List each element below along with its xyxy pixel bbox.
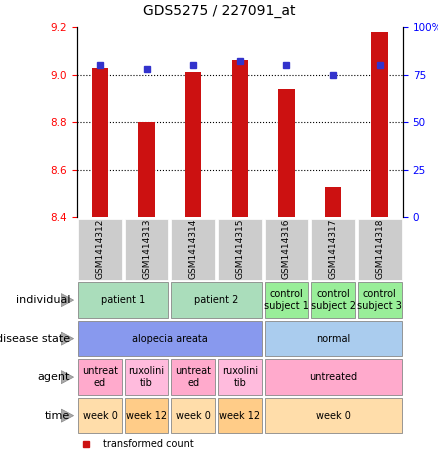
Bar [278, 89, 295, 217]
Bar [78, 321, 262, 357]
Text: normal: normal [316, 333, 350, 344]
Bar [92, 67, 108, 217]
Bar [311, 219, 355, 280]
Bar [218, 359, 262, 395]
Text: control
subject 1: control subject 1 [264, 289, 309, 311]
Text: patient 1: patient 1 [101, 295, 145, 305]
Text: time: time [45, 410, 70, 421]
Polygon shape [61, 332, 74, 345]
Text: individual: individual [16, 295, 70, 305]
Text: GSM1414313: GSM1414313 [142, 219, 151, 280]
Bar [325, 187, 341, 217]
Text: GDS5275 / 227091_at: GDS5275 / 227091_at [143, 4, 295, 18]
Text: GSM1414318: GSM1414318 [375, 219, 384, 280]
Text: control
subject 3: control subject 3 [357, 289, 402, 311]
Text: ruxolini
tib: ruxolini tib [128, 366, 165, 388]
Bar [171, 282, 262, 318]
Bar [78, 359, 122, 395]
Text: GSM1414317: GSM1414317 [328, 219, 338, 280]
Text: alopecia areata: alopecia areata [132, 333, 208, 344]
Bar [232, 61, 248, 217]
Text: GSM1414316: GSM1414316 [282, 219, 291, 280]
Bar [78, 219, 122, 280]
Text: control
subject 2: control subject 2 [311, 289, 356, 311]
Text: transformed count: transformed count [103, 439, 194, 449]
Text: disease state: disease state [0, 333, 70, 344]
Bar [125, 398, 169, 434]
Text: week 12: week 12 [126, 410, 167, 421]
Bar [265, 398, 402, 434]
Text: patient 2: patient 2 [194, 295, 239, 305]
Bar [265, 282, 308, 318]
Text: untreated: untreated [309, 372, 357, 382]
Bar [371, 32, 388, 217]
Bar [358, 282, 402, 318]
Bar [171, 219, 215, 280]
Bar [125, 359, 169, 395]
Text: GSM1414314: GSM1414314 [189, 219, 198, 280]
Text: week 0: week 0 [316, 410, 350, 421]
Text: GSM1414315: GSM1414315 [235, 219, 244, 280]
Bar [218, 219, 262, 280]
Bar [185, 72, 201, 217]
Bar [171, 398, 215, 434]
Text: agent: agent [38, 372, 70, 382]
Bar [265, 359, 402, 395]
Text: ruxolini
tib: ruxolini tib [222, 366, 258, 388]
Bar [78, 282, 169, 318]
Text: week 12: week 12 [219, 410, 260, 421]
Bar [265, 321, 402, 357]
Polygon shape [61, 409, 74, 422]
Polygon shape [61, 371, 74, 384]
Bar [125, 219, 169, 280]
Bar [358, 219, 402, 280]
Text: untreat
ed: untreat ed [82, 366, 118, 388]
Bar [311, 282, 355, 318]
Bar [218, 398, 262, 434]
Text: untreat
ed: untreat ed [175, 366, 211, 388]
Text: week 0: week 0 [82, 410, 117, 421]
Text: week 0: week 0 [176, 410, 211, 421]
Bar [171, 359, 215, 395]
Bar [138, 122, 155, 217]
Text: GSM1414312: GSM1414312 [95, 219, 104, 280]
Bar [265, 219, 308, 280]
Bar [78, 398, 122, 434]
Polygon shape [61, 294, 74, 307]
